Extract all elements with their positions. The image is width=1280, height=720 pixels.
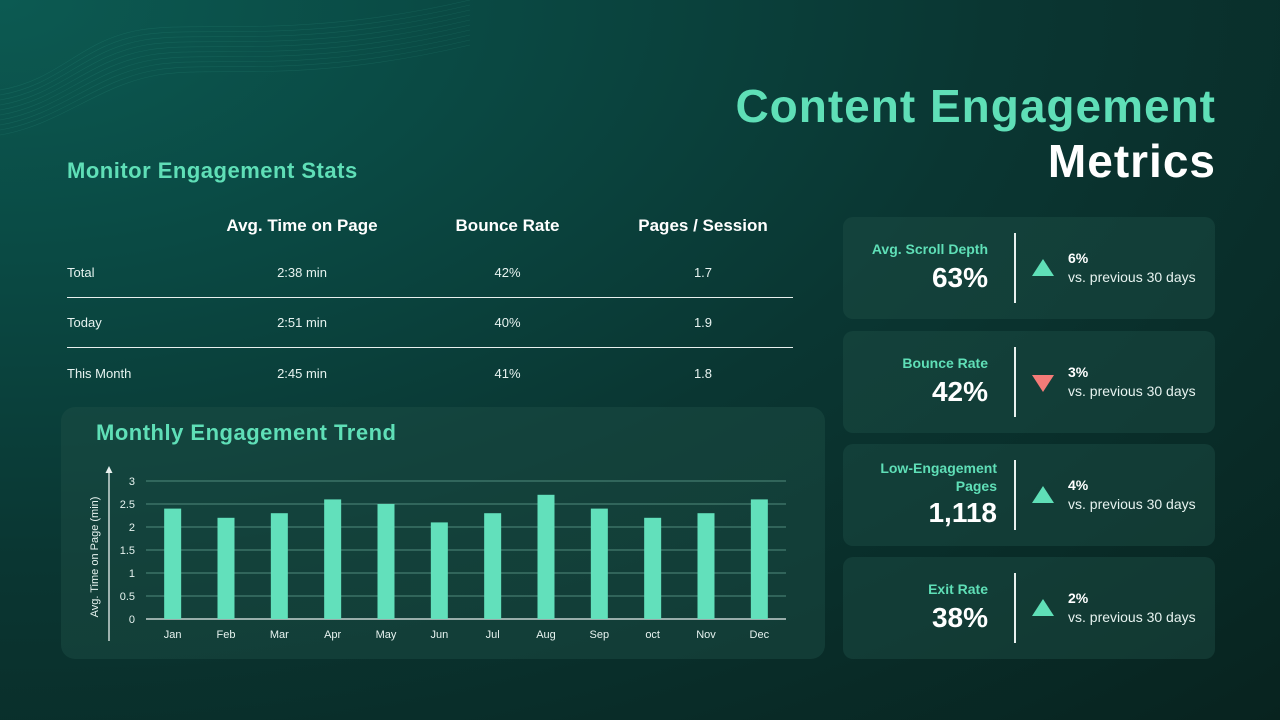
x-tick-label: Jan [164,629,182,641]
y-tick-label: 0 [129,614,135,626]
trend-up-icon [1032,599,1054,616]
kpi-card-bounce-rate: Bounce Rate 42% 3% vs. previous 30 days [843,331,1215,433]
cell-time: 2:51 min [277,315,327,330]
kpi-value: 1,118 [928,497,997,528]
x-tick-label: Nov [696,629,716,641]
row-label: Today [67,315,102,330]
kpi-value: 38% [931,602,988,633]
kpi-card-low-engagement-pages: Low-Engagement Pages 1,118 4% vs. previo… [843,444,1215,546]
cell-pages: 1.9 [693,315,713,330]
trend-down-icon [1032,375,1054,392]
kpi-label: Bounce Rate [902,355,988,371]
bar [590,508,608,619]
cell-bounce: 42% [494,265,521,280]
page-title-line2: Metrics [1047,135,1216,187]
column-header-time: Avg. Time on Page [226,216,378,235]
cell-time: 2:38 min [277,265,327,280]
x-tick-label: Jun [430,629,448,641]
monthly-trend-card: Monthly Engagement Trend 0 0.5 1 1.5 2 2.5 3 Av… [61,407,825,659]
bar [644,517,662,619]
kpi-change: 4% [1068,477,1089,493]
x-tick-label: Feb [217,629,236,641]
row-label: This Month [67,365,132,381]
bar [750,499,768,619]
bar [484,513,502,619]
x-tick-label: Aug [536,629,556,641]
bar [324,499,342,619]
engagement-stats-table: Avg. Time on Page Bounce Rate Pages / Se… [67,204,793,398]
x-tick-label: Jul [486,629,500,641]
cell-pages: 1.7 [693,265,713,280]
kpi-divider [1014,573,1016,643]
stats-section-title: Monitor Engagement Stats [67,158,358,183]
kpi-value: 63% [931,262,988,293]
y-tick-label: 3 [129,476,135,488]
trend-up-icon [1032,486,1054,503]
kpi-change: 3% [1068,364,1089,380]
table-row: Total 2:38 min 42% 1.7 [67,248,793,298]
kpi-compare: vs. previous 30 days [1068,496,1196,512]
y-axis-label: Avg. Time on Page (min) [89,497,101,618]
kpi-compare: vs. previous 30 days [1068,269,1196,285]
x-tick-label: Mar [270,629,289,641]
column-header-bounce: Bounce Rate [455,216,560,235]
table-header: Avg. Time on Page Bounce Rate Pages / Se… [67,204,793,248]
bar [164,508,182,619]
kpi-value: 42% [931,376,988,407]
x-tick-label: Sep [590,629,610,641]
bar [217,517,235,619]
kpi-change: 2% [1068,590,1089,606]
y-tick-label: 1 [129,568,135,580]
bar [270,513,288,619]
bar [537,494,555,619]
kpi-label: Low-Engagement Pages [880,460,997,494]
kpi-compare: vs. previous 30 days [1068,383,1196,399]
kpi-divider [1014,347,1016,417]
chart-title: Monthly Engagement Trend [96,420,397,445]
y-tick-label: 2.5 [120,499,135,511]
x-tick-label: oct [645,629,660,641]
x-tick-label: May [376,629,397,641]
kpi-label: Exit Rate [928,581,988,597]
bar-chart: 0 0.5 1 1.5 2 2.5 3 Avg. Time on Page (min) Jan F… [89,466,786,641]
table-row: This Month 2:45 min 41% 1.8 [67,348,793,398]
cell-bounce: 41% [494,365,521,381]
x-tick-label: Dec [750,629,770,641]
kpi-label: Avg. Scroll Depth [871,241,988,257]
cell-time: 2:45 min [277,365,327,381]
kpi-divider [1014,233,1016,303]
bar [697,513,715,619]
kpi-divider [1014,460,1016,530]
y-tick-label: 1.5 [120,545,135,557]
y-tick-label: 0.5 [120,591,135,603]
kpi-card-exit-rate: Exit Rate 38% 2% vs. previous 30 days [843,557,1215,659]
trend-up-icon [1032,259,1054,276]
kpi-compare: vs. previous 30 days [1068,609,1196,625]
column-header-pages: Pages / Session [638,216,768,235]
arrow-up-icon [105,466,113,473]
kpi-card-scroll-depth: Avg. Scroll Depth 63% 6% vs. previous 30… [843,217,1215,319]
bar [430,522,448,619]
page-title: Content Engagement Metrics [735,80,1216,190]
x-tick-label: Apr [324,629,341,641]
y-tick-label: 2 [129,522,135,534]
kpi-change: 6% [1068,250,1089,266]
cell-pages: 1.8 [693,365,713,381]
row-label: Total [67,265,95,280]
page-title-line1: Content Engagement [735,80,1216,132]
bar [377,504,395,619]
cell-bounce: 40% [494,315,521,330]
table-row: Today 2:51 min 40% 1.9 [67,298,793,348]
